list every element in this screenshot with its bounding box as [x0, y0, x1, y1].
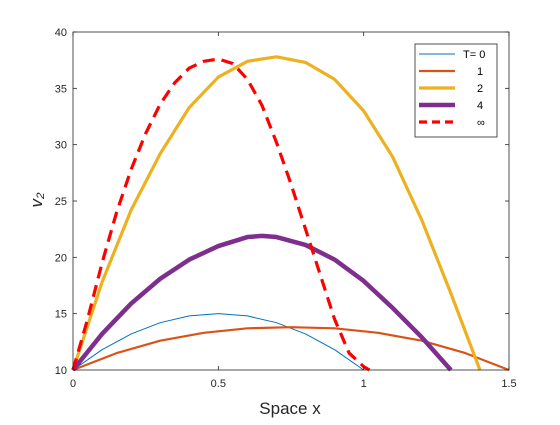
- y-tick-label: 35: [55, 83, 67, 95]
- y-tick-label: 40: [55, 27, 67, 39]
- y-tick-label: 15: [55, 309, 67, 321]
- legend-label-1: 1: [477, 66, 483, 78]
- legend-label-0: T= 0: [463, 49, 485, 61]
- x-tick-label: 0.5: [211, 378, 226, 390]
- x-axis-label: Space x: [259, 399, 321, 418]
- series-line-0: [72, 313, 364, 371]
- y-tick-label: 10: [55, 365, 67, 377]
- legend-label-4: ∞: [477, 117, 485, 129]
- x-tick-label: 1.5: [501, 378, 516, 390]
- x-tick-label: 0: [70, 378, 76, 390]
- legend: T= 0 1 2 4 ∞: [414, 43, 498, 138]
- y-axis-label: v₂: [27, 192, 46, 208]
- series-line-2: [71, 55, 482, 371]
- series-line-1: [72, 326, 510, 372]
- y-tick-label: 30: [55, 140, 67, 152]
- y-tick-label: 20: [55, 252, 67, 264]
- legend-label-3: 4: [477, 100, 483, 112]
- series-line-4: [71, 57, 371, 372]
- plot-area: [71, 55, 510, 372]
- legend-box: [414, 43, 498, 138]
- legend-label-2: 2: [477, 83, 483, 95]
- y-tick-label: 25: [55, 196, 67, 208]
- x-tick-label: 1: [361, 378, 367, 390]
- series-line-3: [71, 233, 453, 372]
- axes: 0 0.5 1 1.5 10 15 20 25 30 35 40: [55, 27, 517, 390]
